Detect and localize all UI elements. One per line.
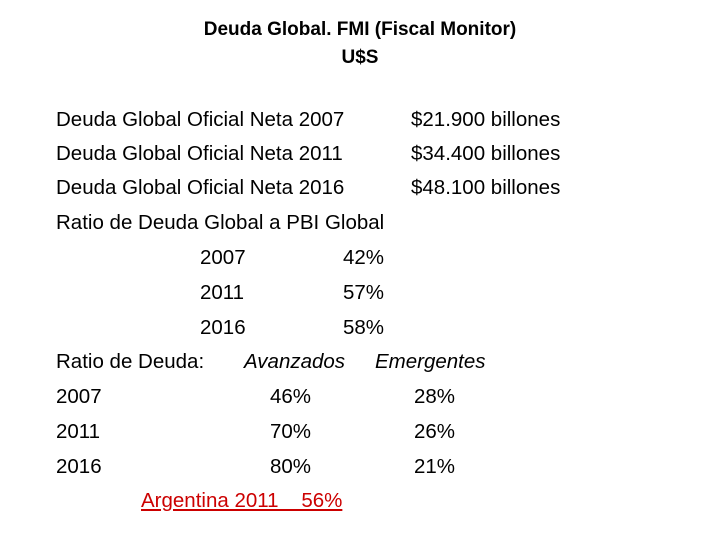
global-debt-value: $48.100 billones xyxy=(411,176,561,199)
advanced-pct: 70% xyxy=(270,420,312,443)
argentina-row: Argentina 2011 56% xyxy=(0,484,720,518)
emerging-pct: 28% xyxy=(414,385,456,408)
debt-ratio-heading-row: Ratio de Deuda: Avanzados Emergentes xyxy=(0,345,720,379)
gdp-ratio-year: 2007 xyxy=(200,246,246,269)
global-debt-row: Deuda Global Oficial Neta 2011 $34.400 b… xyxy=(0,137,720,171)
advanced-column-header: Avanzados xyxy=(244,350,346,373)
advanced-pct: 46% xyxy=(270,385,312,408)
debt-ratio-row: 2016 80% 21% xyxy=(0,450,720,484)
debt-ratio-year: 2016 xyxy=(56,455,102,478)
gdp-ratio-pct: 42% xyxy=(343,246,385,269)
debt-ratio-heading: Ratio de Deuda: xyxy=(56,350,205,373)
debt-ratio-row: 2011 70% 26% xyxy=(0,415,720,449)
global-debt-label: Deuda Global Oficial Neta 2016 xyxy=(56,176,345,199)
gdp-ratio-pct: 58% xyxy=(343,316,385,339)
gdp-ratio-heading-row: Ratio de Deuda Global a PBI Global xyxy=(0,206,720,240)
debt-ratio-row: 2007 46% 28% xyxy=(0,380,720,414)
global-debt-label: Deuda Global Oficial Neta 2011 xyxy=(56,142,343,165)
gdp-ratio-row: 2007 42% xyxy=(0,241,720,275)
slide-subtitle: U$S xyxy=(341,47,379,68)
gdp-ratio-pct: 57% xyxy=(343,281,385,304)
advanced-pct: 80% xyxy=(270,455,312,478)
global-debt-row: Deuda Global Oficial Neta 2007 $21.900 b… xyxy=(0,103,720,137)
gdp-ratio-row: 2016 58% xyxy=(0,311,720,345)
global-debt-value: $34.400 billones xyxy=(411,142,561,165)
global-debt-label: Deuda Global Oficial Neta 2007 xyxy=(56,108,345,131)
gdp-ratio-year: 2011 xyxy=(200,281,245,304)
slide-title: Deuda Global. FMI (Fiscal Monitor) xyxy=(203,19,517,40)
argentina-highlight: Argentina 2011 56% xyxy=(141,489,343,512)
emerging-pct: 26% xyxy=(414,420,456,443)
debt-ratio-year: 2007 xyxy=(56,385,102,408)
debt-ratio-year: 2011 xyxy=(56,420,101,443)
global-debt-value: $21.900 billones xyxy=(411,108,561,131)
global-debt-row: Deuda Global Oficial Neta 2016 $48.100 b… xyxy=(0,171,720,205)
gdp-ratio-row: 2011 57% xyxy=(0,276,720,310)
emerging-column-header: Emergentes xyxy=(375,350,486,373)
gdp-ratio-heading: Ratio de Deuda Global a PBI Global xyxy=(56,211,385,234)
emerging-pct: 21% xyxy=(414,455,456,478)
gdp-ratio-year: 2016 xyxy=(200,316,246,339)
